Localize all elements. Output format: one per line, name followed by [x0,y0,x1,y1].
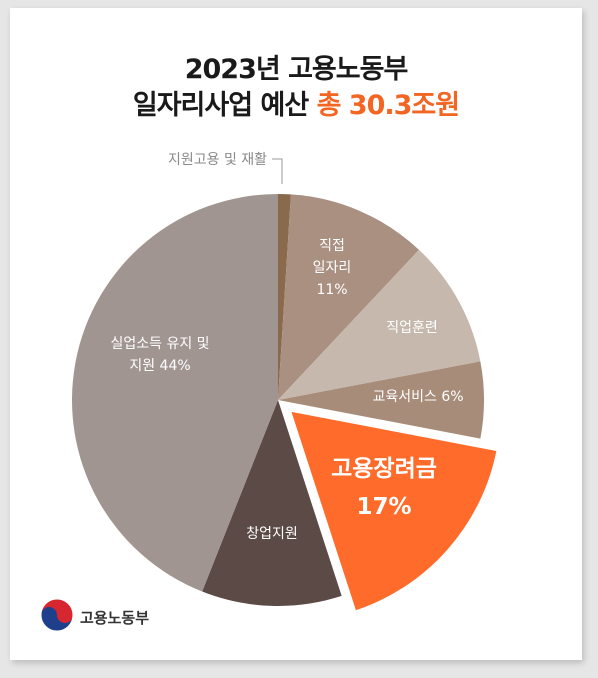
ministry-name: 고용노동부 [80,609,150,627]
slice-label-5: 창업지원 [246,526,298,542]
slice-label-3: 교육서비스 6% [372,389,463,405]
title-line-1: 2023년 고용노동부 [184,54,409,85]
slice-label-4: 고용장려금 17% [331,456,437,520]
title-total-highlight: 총 30.3조원 [316,90,461,121]
slice-label-1: 직접 일자리 11% [313,238,352,298]
slice-label-6: 실업소득 유지 및 지원 44% [110,336,209,374]
title-line-2: 일자리사업 예산 총 30.3조원 [10,88,582,124]
chart-title: 2023년 고용노동부 일자리사업 예산 총 30.3조원 [10,52,582,124]
taegeuk-emblem-icon [40,598,74,632]
leader-line [272,158,283,184]
pie-slice-4 [285,406,502,616]
pie-slice-0 [278,194,291,400]
pie-slice-6 [71,194,279,592]
slice-label-2: 직업훈련 [386,320,438,336]
pie-slice-5 [202,400,342,606]
pie-slice-2 [278,249,481,400]
ministry-logo: 고용노동부 [40,598,240,638]
pie-slice-3 [278,361,484,439]
pie-slice-1 [278,194,420,400]
title-line-2-prefix: 일자리사업 예산 [132,90,317,121]
slice-label-0: 지원고용 및 재활 [168,152,267,168]
